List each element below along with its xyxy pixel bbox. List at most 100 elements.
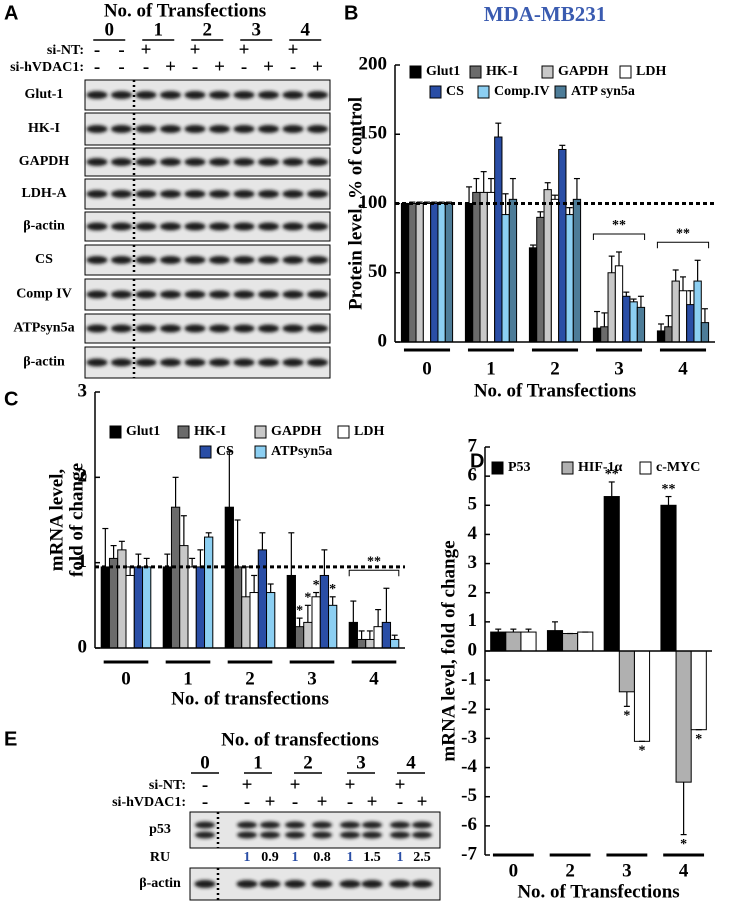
bar [133, 566, 144, 649]
blot-band [259, 880, 281, 888]
bar [671, 280, 680, 343]
x-tick-label: 2 [550, 358, 560, 379]
blot-header: No. of Transfections [104, 0, 266, 21]
y-tick-label: 1 [468, 610, 478, 631]
blot-band [195, 831, 215, 839]
condition-sign: + [290, 774, 301, 795]
significance: * [304, 591, 311, 606]
ru-value: 1 [292, 850, 299, 865]
condition-sign: - [241, 56, 247, 77]
bar [422, 203, 432, 343]
condition-sign: - [244, 791, 250, 812]
blot-band [195, 821, 215, 829]
blot-row-label: Comp IV [16, 287, 72, 302]
blot-band [209, 358, 230, 367]
blot-band [135, 256, 157, 264]
blot-box [189, 811, 441, 849]
blot-band [111, 91, 132, 99]
bar [572, 198, 582, 343]
bar [142, 566, 152, 649]
x-axis-label: No. of Transfections [517, 881, 679, 902]
bar [664, 326, 673, 343]
legend-label: CS [446, 84, 464, 99]
blot-band [282, 256, 304, 264]
bar [464, 203, 474, 343]
condition-sign: - [192, 56, 198, 77]
y-axis-label: mRNA level, fold of change [438, 540, 459, 761]
bar [505, 631, 522, 652]
y-axis-label: Protein level, % of control [345, 97, 366, 310]
blot-band [135, 324, 157, 333]
legend-label: HK-I [486, 64, 518, 79]
y-tick-label: 0 [468, 639, 478, 660]
blot-band [209, 125, 230, 133]
blot-band [184, 222, 206, 231]
chart-title: MDA-MB231 [484, 2, 606, 26]
significance: * [313, 578, 320, 593]
condition-sign: + [263, 56, 274, 77]
blot-band [184, 125, 206, 133]
blot-band [184, 256, 206, 264]
blot-band [135, 91, 157, 99]
x-tick-label: 3 [622, 860, 632, 881]
y-tick-label: 2 [468, 581, 478, 602]
condition-sign: + [417, 791, 428, 812]
blot-band [307, 256, 328, 264]
condition-sign: + [367, 791, 378, 812]
bar [373, 626, 383, 649]
blot-band [411, 880, 433, 888]
blot-band [160, 358, 181, 367]
legend-swatch [477, 85, 490, 99]
condition-sign: - [292, 791, 298, 812]
blot-band [111, 256, 132, 264]
panel-label: A [4, 2, 18, 24]
lane-group-label: 4 [301, 19, 311, 40]
bar [204, 536, 214, 649]
blot-row-label: GAPDH [19, 154, 70, 169]
legend-label: c-MYC [656, 460, 700, 475]
bar [444, 203, 454, 343]
blot-band [282, 290, 304, 299]
blot-band [160, 158, 181, 166]
condition-label: si-hVDAC1: [10, 60, 84, 75]
condition-sign: - [143, 56, 149, 77]
legend-label: GAPDH [558, 64, 609, 79]
blot-row-label: HK-I [28, 121, 60, 136]
bar [577, 631, 594, 652]
blot-band [111, 158, 132, 166]
blot-row-label: β-actin [23, 355, 65, 370]
lane-group-label: 4 [406, 752, 416, 773]
x-tick-label: 0 [422, 358, 432, 379]
condition-label: si-NT: [149, 778, 186, 793]
blot-band [135, 158, 157, 166]
y-tick-label: 6 [468, 465, 478, 486]
blot-band [282, 324, 304, 333]
legend-label: Glut1 [426, 64, 460, 79]
blot-band [312, 821, 332, 829]
bar [187, 566, 197, 649]
blot-band [282, 222, 304, 231]
y-tick-label: 200 [359, 53, 388, 74]
condition-sign: + [312, 56, 323, 77]
bar [618, 650, 635, 693]
panel-label: E [4, 728, 17, 750]
blot-header: No. of transfections [221, 729, 379, 750]
blot-band [282, 190, 304, 198]
condition-sign: + [141, 39, 152, 60]
blot-band [237, 821, 257, 829]
lane-group-label: 1 [253, 752, 263, 773]
bar [550, 198, 560, 343]
blot-band [233, 158, 255, 166]
legend-label: HK-I [194, 424, 226, 439]
y-tick-label: 100 [359, 192, 388, 213]
blot-band [111, 358, 132, 367]
condition-sign: + [317, 791, 328, 812]
condition-sign: + [288, 39, 299, 60]
y-tick-label: -1 [461, 669, 477, 690]
blot-band [86, 91, 108, 99]
ru-value: 1.5 [363, 850, 381, 865]
blot-band [184, 158, 206, 166]
bar [303, 621, 313, 649]
legend-swatch [491, 461, 504, 475]
